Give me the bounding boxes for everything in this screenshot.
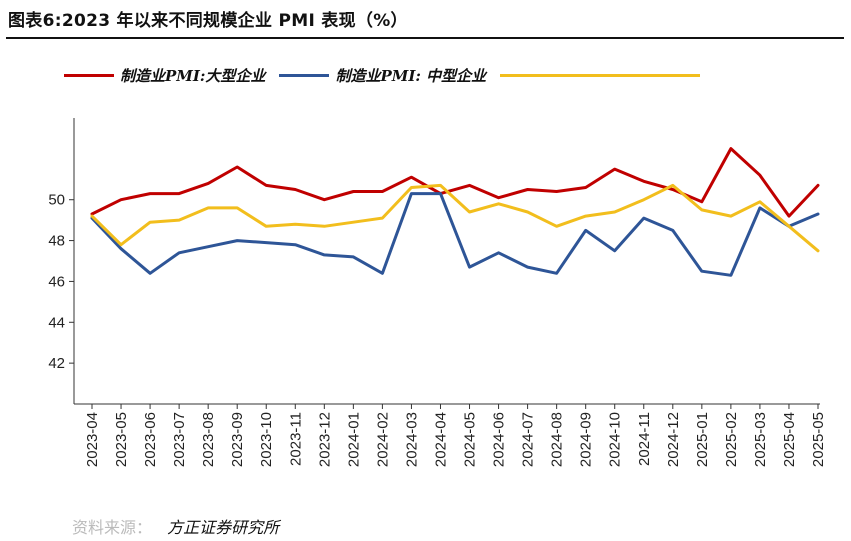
series-line-0 <box>90 147 820 218</box>
legend-swatch-large <box>64 73 114 77</box>
x-tick-label: 2024-10 <box>607 412 624 467</box>
y-tick-label: 50 <box>48 192 65 209</box>
legend-item-small <box>500 73 706 77</box>
y-tick-label: 46 <box>48 273 65 290</box>
x-tick-label: 2024-08 <box>549 412 566 467</box>
y-tick-label: 44 <box>48 314 65 331</box>
y-tick-label: 42 <box>48 355 65 372</box>
x-tick-label: 2024-03 <box>403 412 420 467</box>
x-tick-label: 2023-06 <box>142 412 159 467</box>
legend-swatch-small <box>500 73 701 77</box>
x-tick-label: 2024-07 <box>520 412 537 467</box>
y-tick-label: 48 <box>48 233 65 250</box>
x-tick-label: 2023-05 <box>113 412 130 467</box>
line-chart: 42 44 46 48 50 2023-04 2023-05 2023-06 2023-07 20… <box>48 118 827 467</box>
series-line-2 <box>90 183 820 253</box>
x-tick-label: 2023-09 <box>229 412 246 467</box>
legend-swatch-medium <box>279 73 330 77</box>
x-tick-label: 2023-04 <box>84 412 101 467</box>
x-tick-label: 2025-05 <box>810 412 827 467</box>
x-tick-label: 2024-01 <box>345 412 362 467</box>
source-label: 资料来源： <box>72 518 153 537</box>
legend-item-large: 制造业PMI:大型企业 <box>64 65 265 86</box>
legend-item-medium: 制造业PMI: 中型企业 <box>279 65 486 86</box>
legend: 制造业PMI:大型企业 制造业PMI: 中型企业 <box>64 60 720 90</box>
x-tick-label: 2023-07 <box>171 412 188 467</box>
x-tick-label: 2023-10 <box>258 412 275 467</box>
x-tick-label: 2025-04 <box>781 412 798 467</box>
x-tick-label: 2024-06 <box>491 412 508 467</box>
x-tick-label: 2024-04 <box>432 412 449 467</box>
series-line-1 <box>90 192 820 277</box>
x-tick-label: 2024-05 <box>462 412 479 467</box>
x-tick-label: 2024-09 <box>578 412 595 467</box>
legend-label-large: 制造业PMI:大型企业 <box>120 66 266 85</box>
x-tick-label: 2023-11 <box>287 412 304 466</box>
source-text: 方正证券研究所 <box>167 518 280 537</box>
x-tick-label: 2024-02 <box>374 412 391 467</box>
x-tick-label: 2023-08 <box>200 412 217 467</box>
x-tick-label: 2024-11 <box>636 412 653 466</box>
figure-title: 图表6:2023 年以来不同规模企业 PMI 表现（%） <box>8 11 408 31</box>
x-tick-label: 2025-02 <box>723 412 740 467</box>
x-tick-label: 2025-03 <box>752 412 769 467</box>
x-tick-label: 2023-12 <box>316 412 333 467</box>
title-rule <box>6 37 844 39</box>
source-note: 资料来源： 方正证券研究所 <box>72 514 279 538</box>
x-tick-label: 2024-12 <box>665 412 682 467</box>
legend-label-medium: 制造业PMI: 中型企业 <box>335 66 487 85</box>
x-tick-label: 2025-01 <box>694 412 711 467</box>
